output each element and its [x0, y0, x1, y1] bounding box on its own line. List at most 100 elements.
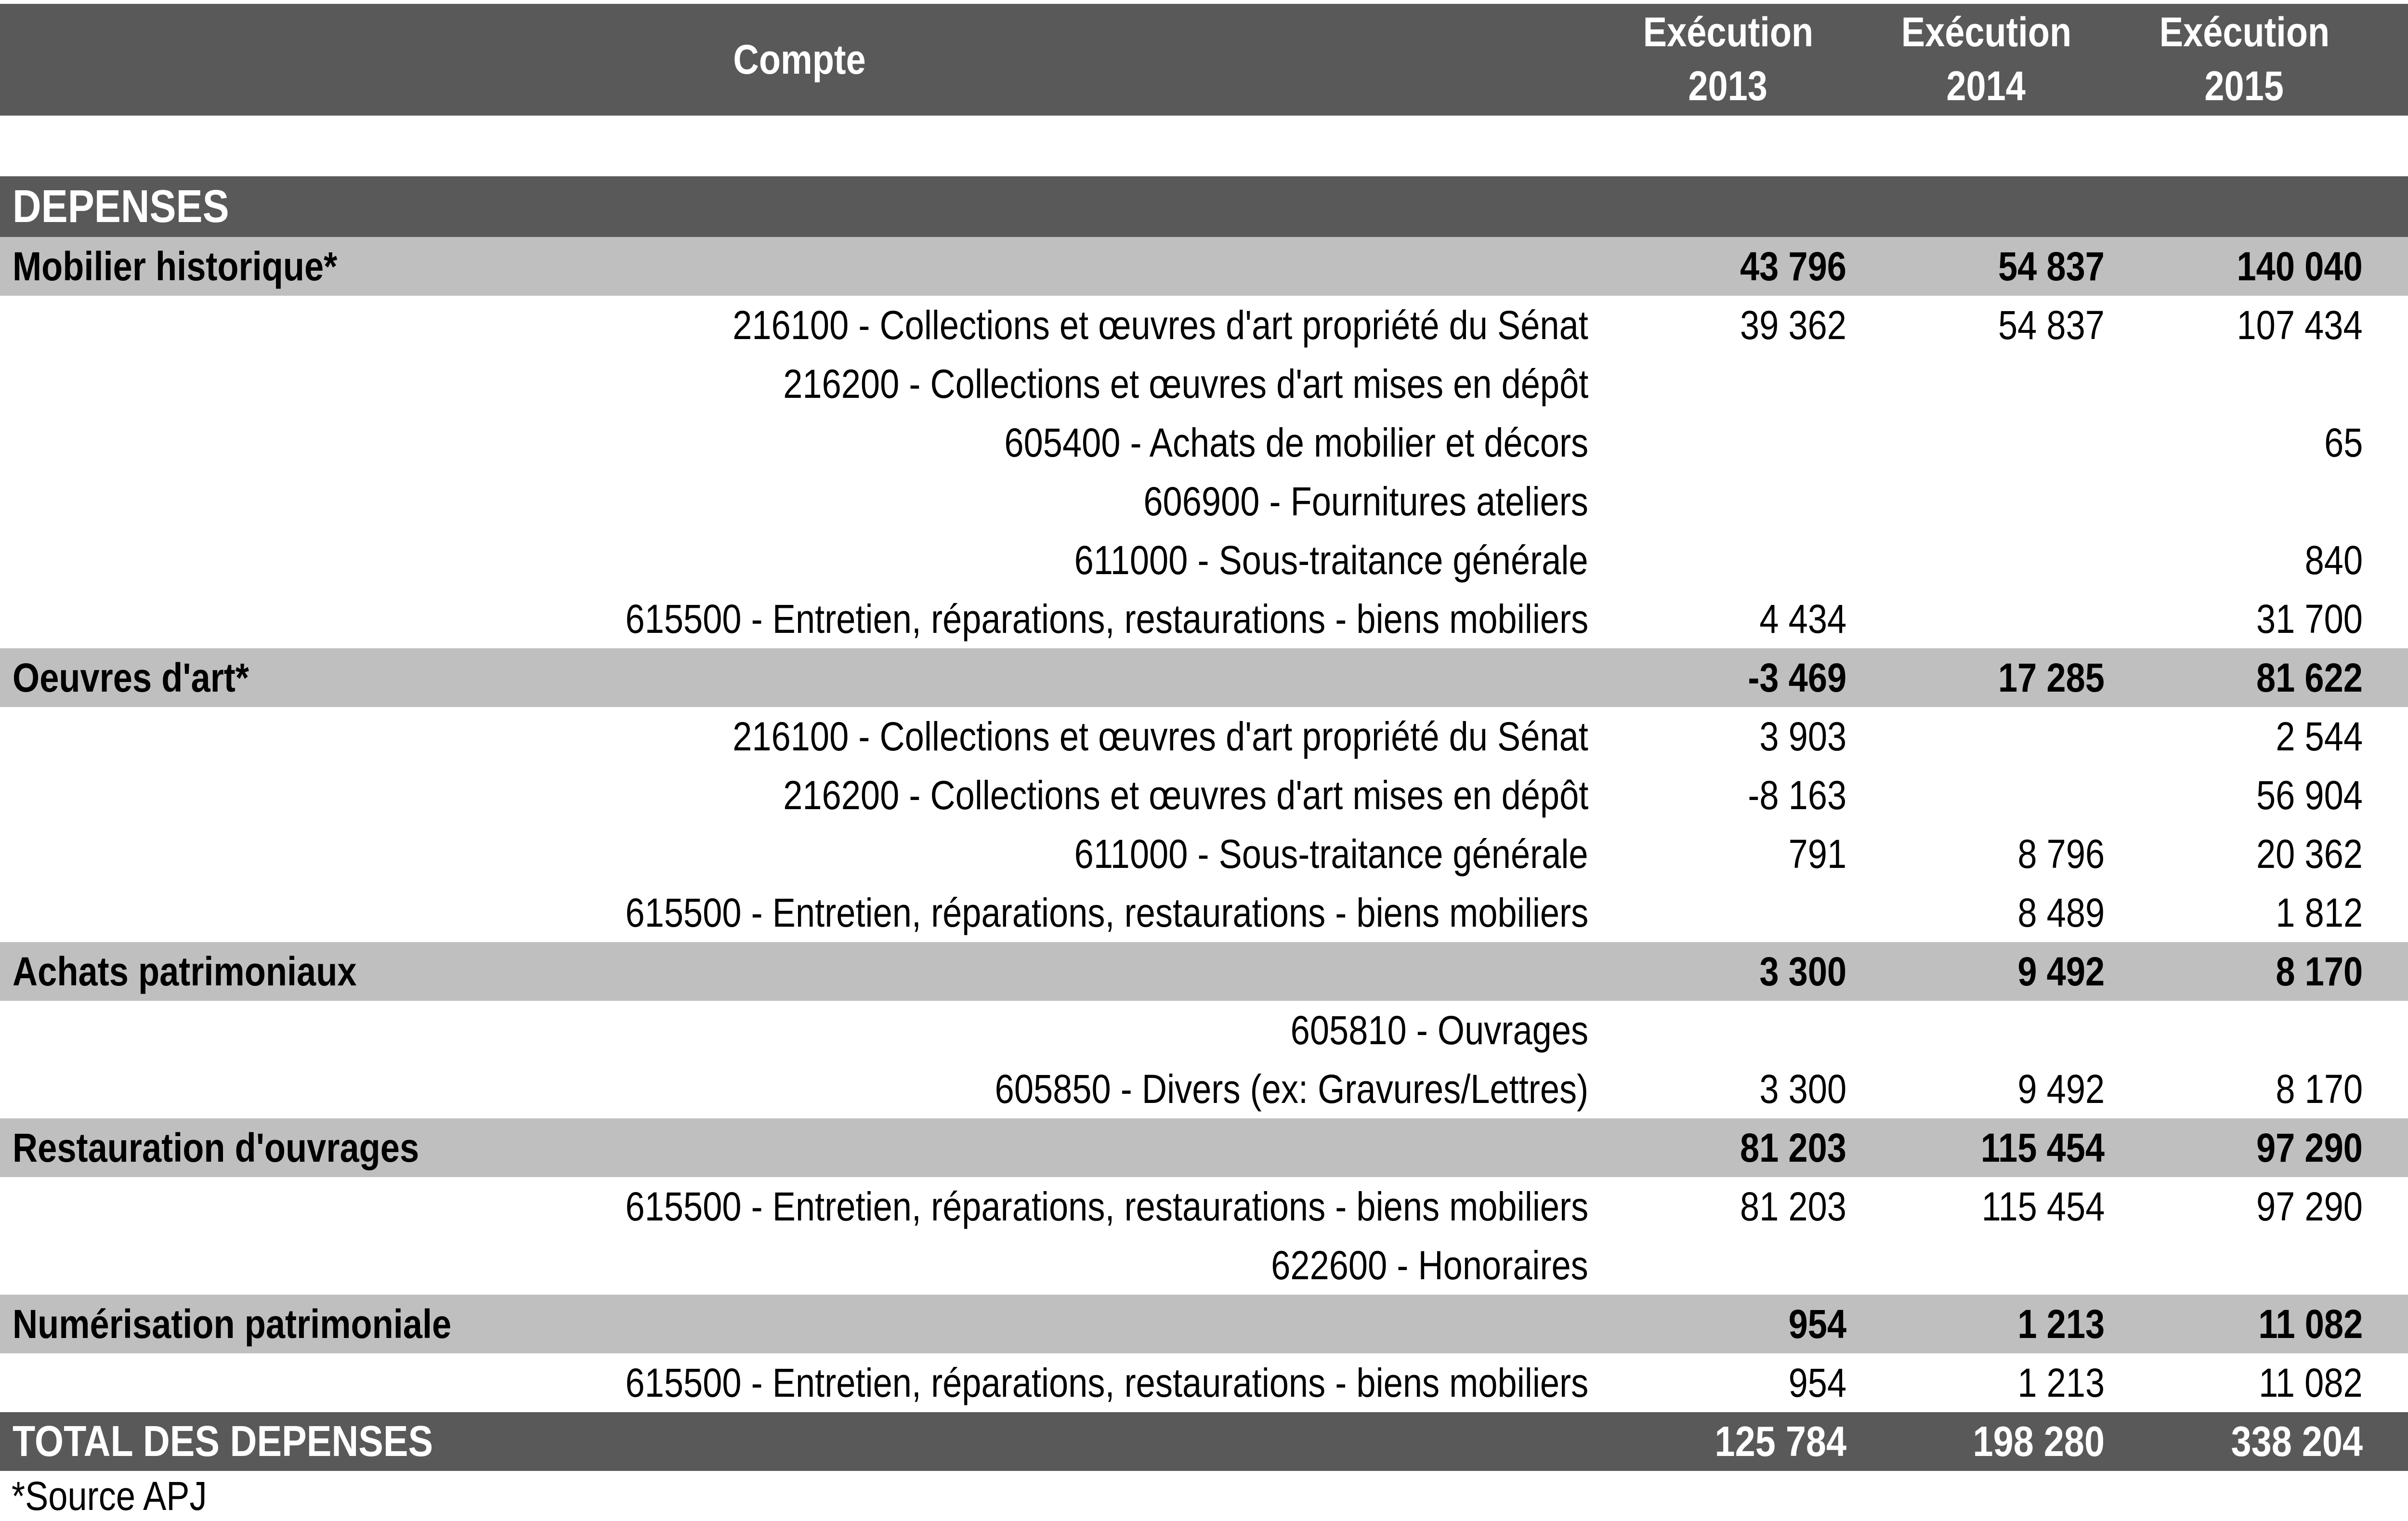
table-header-row: Compte Exécution 2013 Exécution 2014 Exé… [0, 4, 2408, 116]
row-label-cell: 615500 - Entretien, réparations, restaur… [0, 1177, 1599, 1236]
total-value-2014: 198 280 [1973, 1417, 2105, 1465]
value-cell-2015: 56 904 [2256, 772, 2363, 818]
account-row: 216100 - Collections et œuvres d'art pro… [0, 296, 2408, 354]
value-cell-2014: 17 285 [1998, 655, 2105, 700]
value-cell-2016: 676 [2373, 1353, 2408, 1412]
row-label-cell: Achats patrimoniaux [0, 942, 1599, 1001]
value-cell-2015: 140 040 [2237, 243, 2363, 289]
value-cell-2016: 5 592 [2373, 531, 2408, 590]
value-cell-2016: 4 550 [2373, 1001, 2408, 1060]
value-cell-2015: 8 170 [2276, 948, 2363, 994]
value-cell-2016: 53 256 [2373, 766, 2408, 825]
compte-header-label: Compte [733, 36, 866, 83]
total-value-2013: 125 784 [1714, 1417, 1846, 1465]
account-row: 615500 - Entretien, réparations, restaur… [0, 590, 2408, 648]
account-row: 216200 - Collections et œuvres d'art mis… [0, 354, 2408, 413]
account-row: 606900 - Fournitures ateliers 786 [0, 472, 2408, 531]
header-gap [0, 116, 2408, 176]
value-cell-2013: 791 [1788, 831, 1846, 877]
value-cell-2015: 11 082 [2259, 1360, 2363, 1405]
value-cell-2015: 97 290 [2256, 1183, 2363, 1229]
total-label: TOTAL DES DEPENSES [13, 1417, 433, 1466]
value-cell-2015: 107 434 [2237, 302, 2363, 348]
value-cell-2015: 81 622 [2256, 655, 2363, 700]
value-cell-2013: 81 203 [1740, 1183, 1846, 1229]
row-label: Oeuvres d'art* [13, 655, 249, 700]
value-cell-2013: 3 300 [1759, 948, 1846, 994]
value-cell-2013: 3 300 [1759, 1066, 1846, 1112]
account-row: 615500 - Entretien, réparations, restaur… [0, 1177, 2408, 1236]
value-cell-2014 [1857, 590, 2115, 648]
value-cell-2013: 3 903 [1759, 713, 1846, 759]
row-label: Numérisation patrimoniale [13, 1301, 452, 1347]
value-cell-2015 [2115, 1236, 2373, 1295]
value-cell-2014 [1857, 413, 2115, 472]
row-label: 216100 - Collections et œuvres d'art pro… [733, 713, 1588, 759]
account-row: 216100 - Collections et œuvres d'art pro… [0, 707, 2408, 766]
column-header-execution-2016: Exécution 2016 [2373, 4, 2408, 116]
value-cell-2016: 10 632 [2373, 942, 2408, 1001]
value-cell-2014: 9 492 [2017, 1066, 2105, 1112]
value-cell-2016: 6 082 [2373, 1060, 2408, 1118]
value-cell-2014 [1857, 1236, 2115, 1295]
row-label: Achats patrimoniaux [13, 948, 357, 994]
total-value-2016: 219 153 [2373, 1412, 2408, 1471]
value-cell-2014: 115 454 [1980, 1125, 2105, 1170]
category-row: Oeuvres d'art* -3 469 17 285 81 622 81 7… [0, 648, 2408, 707]
value-cell-2014: 9 492 [2017, 948, 2105, 994]
row-label-cell: 605400 - Achats de mobilier et décors [0, 413, 1599, 472]
account-row: 611000 - Sous-traitance générale 791 8 7… [0, 825, 2408, 883]
value-cell-2013: 954 [1788, 1360, 1846, 1405]
row-label: 622600 - Honoraires [1271, 1242, 1588, 1288]
row-label-cell: 611000 - Sous-traitance générale [0, 825, 1599, 883]
value-cell-2015: 20 362 [2256, 831, 2363, 877]
value-cell-2016: 23 225 [2373, 825, 2408, 883]
row-label-cell: 615500 - Entretien, réparations, restaur… [0, 1353, 1599, 1412]
total-row: TOTAL DES DEPENSES 125 784 198 280 338 2… [0, 1412, 2408, 1471]
category-row: Achats patrimoniaux 3 300 9 492 8 170 10… [0, 942, 2408, 1001]
value-cell-2016: 29 122 [2373, 1236, 2408, 1295]
row-label: 216100 - Collections et œuvres d'art pro… [733, 302, 1588, 348]
value-cell-2015: 11 082 [2258, 1301, 2363, 1347]
total-label-cell: TOTAL DES DEPENSES [0, 1412, 1599, 1471]
row-label-cell: 622600 - Honoraires [0, 1236, 1599, 1295]
row-label-cell: 606900 - Fournitures ateliers [0, 472, 1599, 531]
value-cell-2016: 676 [2373, 1295, 2408, 1353]
row-label: 606900 - Fournitures ateliers [1143, 478, 1588, 524]
row-label-cell: 216100 - Collections et œuvres d'art pro… [0, 296, 1599, 354]
value-cell-2013: 43 796 [1740, 243, 1846, 289]
value-cell-2013: 81 203 [1740, 1125, 1846, 1170]
value-cell-2015: 840 [2304, 537, 2363, 583]
row-label-cell: 216200 - Collections et œuvres d'art mis… [0, 766, 1599, 825]
account-row: 611000 - Sous-traitance générale 840 5 5… [0, 531, 2408, 590]
depenses-title: DEPENSES [13, 181, 229, 232]
top-margin [0, 0, 2408, 4]
column-header-execution-2014: Exécution 2014 [1901, 9, 2071, 109]
row-label-cell: 216200 - Collections et œuvres d'art mis… [0, 354, 1599, 413]
value-cell-2013 [1599, 472, 1857, 531]
value-cell-2014: 54 837 [1998, 243, 2105, 289]
row-label-cell: Oeuvres d'art* [0, 648, 1599, 707]
value-cell-2013: 39 362 [1740, 302, 1846, 348]
row-label-cell: Mobilier historique* [0, 237, 1599, 296]
value-cell-2013: 4 434 [1759, 596, 1846, 642]
value-cell-2016: 43 993 [2373, 1177, 2408, 1236]
row-label-cell: 615500 - Entretien, réparations, restaur… [0, 883, 1599, 942]
row-label: Mobilier historique* [13, 243, 338, 289]
row-label-cell: Restauration d'ouvrages [0, 1118, 1599, 1177]
value-cell-2015: 8 170 [2276, 1066, 2363, 1112]
category-row: Restauration d'ouvrages 81 203 115 454 9… [0, 1118, 2408, 1177]
section-title-row-depenses: DEPENSES [0, 176, 2408, 237]
row-label-cell: 611000 - Sous-traitance générale [0, 531, 1599, 590]
value-cell-2016: 73 114 [2373, 1118, 2408, 1177]
value-cell-2015: 2 544 [2276, 713, 2363, 759]
value-cell-2016: 5 220 [2373, 883, 2408, 942]
value-cell-2014: 1 213 [2017, 1301, 2105, 1347]
row-label: 611000 - Sous-traitance générale [1074, 537, 1588, 583]
row-label-cell: 615500 - Entretien, réparations, restaur… [0, 590, 1599, 648]
account-row: 605850 - Divers (ex: Gravures/Lettres) 3… [0, 1060, 2408, 1118]
value-cell-2016: 685 [2373, 590, 2408, 648]
source-footnote: *Source APJ [0, 1471, 2408, 1521]
value-cell-2015: 31 700 [2256, 596, 2363, 642]
value-cell-2015: 1 812 [2276, 890, 2363, 935]
